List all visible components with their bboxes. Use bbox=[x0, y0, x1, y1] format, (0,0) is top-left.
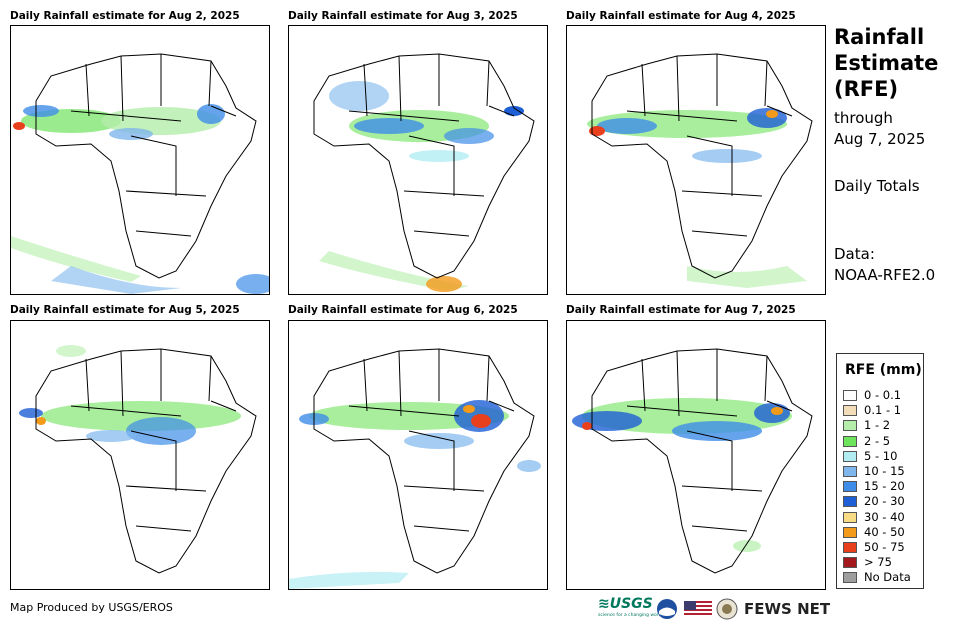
legend-swatch bbox=[843, 466, 857, 477]
legend-label: 30 - 40 bbox=[864, 509, 905, 524]
panel-title-aug7: Daily Rainfall estimate for Aug 7, 2025 bbox=[566, 304, 796, 316]
legend-swatch bbox=[843, 557, 857, 569]
rainfall-map-aug4 bbox=[566, 25, 826, 295]
legend-item: 10 - 15 bbox=[843, 464, 905, 478]
rainfall-overlay bbox=[319, 81, 524, 292]
legend-title: RFE (mm) bbox=[845, 362, 922, 378]
legend-item: > 75 bbox=[843, 555, 892, 569]
rainfall-map-aug2 bbox=[10, 25, 270, 295]
legend-item: 2 - 5 bbox=[843, 434, 890, 448]
daily-totals-label: Daily Totals bbox=[834, 177, 920, 195]
legend-label: > 75 bbox=[864, 555, 892, 570]
through-date: Aug 7, 2025 bbox=[834, 130, 926, 148]
panel-title-aug4: Daily Rainfall estimate for Aug 4, 2025 bbox=[566, 10, 796, 22]
noaa-logo-icon bbox=[657, 599, 677, 619]
legend-item: 15 - 20 bbox=[843, 479, 905, 493]
legend-swatch bbox=[843, 526, 857, 538]
rainfall-overlay bbox=[572, 398, 792, 552]
legend-swatch bbox=[843, 420, 857, 432]
legend-item: 0.1 - 1 bbox=[843, 403, 901, 417]
legend-item: No Data bbox=[843, 570, 911, 584]
legend-label: 0.1 - 1 bbox=[864, 403, 902, 418]
main-title: Rainfall Estimate (RFE) bbox=[834, 25, 939, 101]
rainfall-overlay bbox=[587, 108, 807, 288]
through-label: through bbox=[834, 109, 893, 127]
legend-label: 0 - 0.1 bbox=[864, 388, 902, 402]
state-department-seal-icon bbox=[716, 598, 738, 620]
legend-label: 10 - 15 bbox=[864, 464, 905, 478]
legend-label: 40 - 50 bbox=[864, 524, 905, 539]
legend-swatch bbox=[843, 572, 857, 584]
legend-swatch bbox=[843, 390, 857, 401]
legend-swatch bbox=[843, 542, 857, 553]
legend-label: No Data bbox=[864, 570, 911, 585]
legend-item: 50 - 75 bbox=[843, 540, 905, 554]
rainfall-overlay bbox=[19, 345, 241, 445]
legend-swatch bbox=[843, 481, 857, 493]
legend-swatch bbox=[843, 405, 857, 417]
legend-label: 50 - 75 bbox=[864, 540, 905, 554]
panel-title-aug2: Daily Rainfall estimate for Aug 2, 2025 bbox=[10, 10, 240, 22]
legend-swatch bbox=[843, 511, 857, 523]
legend-swatch bbox=[843, 496, 857, 508]
data-label: Data: bbox=[834, 245, 875, 263]
rainfall-map-aug3 bbox=[288, 25, 548, 295]
us-flag-icon bbox=[684, 601, 712, 617]
legend-label: 15 - 20 bbox=[864, 479, 905, 494]
rainfall-map-aug5 bbox=[10, 320, 270, 590]
legend-item: 20 - 30 bbox=[843, 494, 905, 508]
rainfall-overlay bbox=[11, 104, 269, 294]
legend-label: 20 - 30 bbox=[864, 494, 905, 509]
legend-label: 5 - 10 bbox=[864, 448, 898, 463]
panel-title-aug3: Daily Rainfall estimate for Aug 3, 2025 bbox=[288, 10, 518, 22]
legend-label: 1 - 2 bbox=[864, 418, 891, 433]
legend-item: 30 - 40 bbox=[843, 510, 905, 524]
legend-item: 40 - 50 bbox=[843, 525, 905, 539]
legend-label: 2 - 5 bbox=[864, 433, 891, 448]
rainfall-map-aug6 bbox=[288, 320, 548, 590]
panel-title-aug5: Daily Rainfall estimate for Aug 5, 2025 bbox=[10, 304, 240, 316]
usgs-logo: ≋USGS bbox=[598, 596, 653, 612]
legend-swatch bbox=[843, 450, 857, 462]
rainfall-overlay bbox=[289, 400, 541, 589]
legend-item: 5 - 10 bbox=[843, 449, 897, 463]
data-source: NOAA-RFE2.0 bbox=[834, 266, 936, 284]
fews-net-logo: FEWS NET bbox=[744, 600, 831, 618]
legend-item: 0 - 0.1 bbox=[843, 388, 901, 402]
legend-swatch bbox=[843, 435, 857, 447]
usgs-tagline: science for a changing world bbox=[598, 613, 663, 618]
legend-item: 1 - 2 bbox=[843, 418, 890, 432]
map-credit: Map Produced by USGS/EROS bbox=[10, 601, 173, 614]
panel-title-aug6: Daily Rainfall estimate for Aug 6, 2025 bbox=[288, 304, 518, 316]
rainfall-map-aug7 bbox=[566, 320, 826, 590]
